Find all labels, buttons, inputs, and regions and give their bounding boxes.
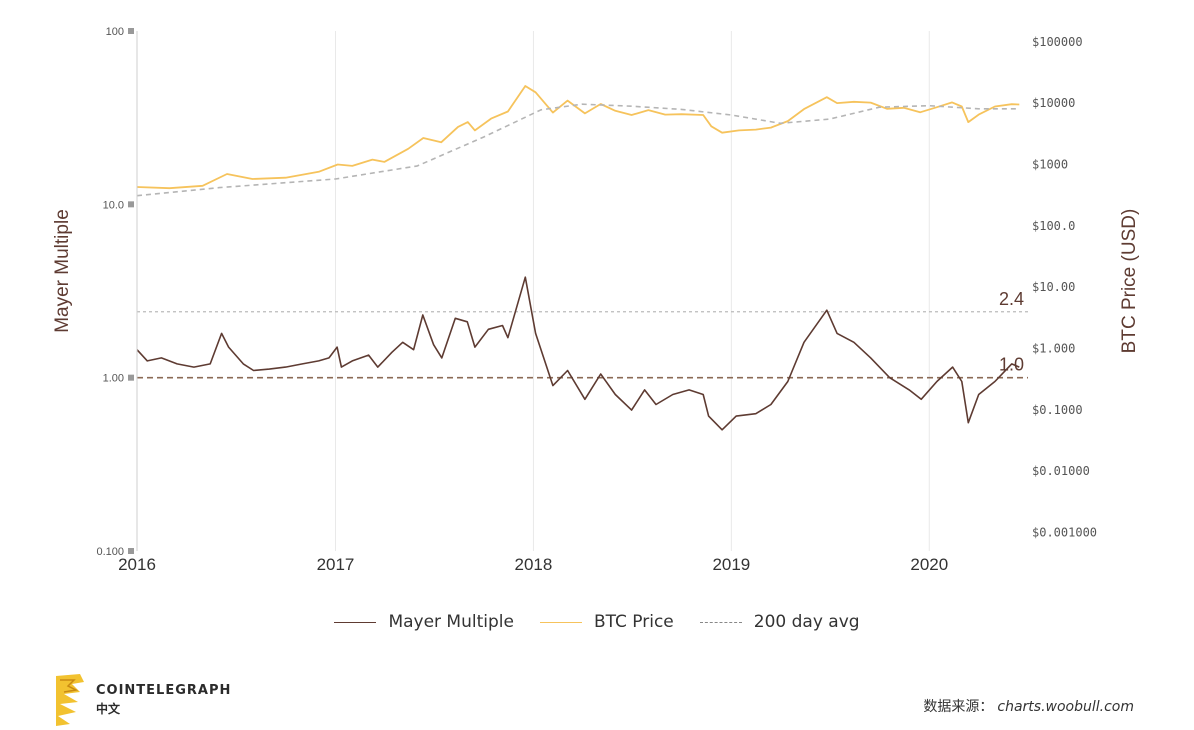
y-left-tick-label: 0.100 <box>96 546 124 558</box>
reference-lines: 2.41.0 <box>137 289 1028 379</box>
axes: 2016 2017 2018 2019 2020 0.100 1.00 10.0 100 $0.0… <box>52 26 1140 574</box>
brand-subtitle: 中文 <box>96 702 121 716</box>
source-url[interactable]: charts.woobull.com <box>997 699 1134 715</box>
brand-name: COINTELEGRAPH <box>96 683 232 698</box>
y-right-tick-label: $0.01000 <box>1032 464 1090 478</box>
x-tick-label: 2019 <box>712 555 750 574</box>
source-label: 数据来源： <box>923 699 994 715</box>
reference-label-2.4: 2.4 <box>999 289 1024 309</box>
legend-label-avg: 200 day avg <box>753 612 860 632</box>
brand-logo: COINTELEGRAPH 中文 <box>50 672 231 728</box>
y-left-tick-label: 100 <box>106 26 124 38</box>
legend-item-avg[interactable]: 200 day avg <box>699 612 860 632</box>
legend-item-mayer[interactable]: Mayer Multiple <box>334 612 514 632</box>
series-layer <box>136 85 1020 431</box>
y-right-tick-label: $10.00 <box>1032 280 1075 294</box>
y-right-tick-label: $100.0 <box>1032 219 1075 233</box>
y-left-tick-label: 10.0 <box>103 199 124 211</box>
data-source: 数据来源： charts.woobull.com <box>923 696 1134 716</box>
legend-label-mayer: Mayer Multiple <box>388 612 514 632</box>
x-tick-label: 2016 <box>118 555 156 574</box>
y-left-tick-mark <box>128 548 134 554</box>
y-right-title: BTC Price (USD) <box>1119 209 1140 354</box>
y-left-title: Mayer Multiple <box>52 209 73 333</box>
x-tick-label: 2018 <box>515 555 553 574</box>
x-tick-label: 2017 <box>317 555 355 574</box>
legend: Mayer Multiple BTC Price 200 day avg <box>0 612 1194 632</box>
legend-swatch-mayer <box>334 621 377 623</box>
gridlines <box>136 31 930 551</box>
y-right-tick-label: $10000 <box>1032 96 1075 110</box>
series-mayer-multiple <box>136 276 1020 431</box>
series-200-day-avg <box>136 103 1020 197</box>
series-btc-price <box>136 85 1020 190</box>
y-right-tick-label: $1000 <box>1032 157 1068 171</box>
y-left-tick-mark <box>128 201 134 208</box>
legend-item-price[interactable]: BTC Price <box>539 612 674 632</box>
legend-label-price: BTC Price <box>593 612 674 632</box>
y-right-tick-label: $0.1000 <box>1032 403 1083 417</box>
y-right-tick-label: $0.001000 <box>1032 526 1097 540</box>
chart-canvas: 2.41.0 2016 2017 2018 2019 2020 0.100 1.00 10.0… <box>52 26 1140 574</box>
legend-swatch-avg <box>699 621 742 623</box>
y-left-tick-label: 1.00 <box>103 373 124 385</box>
y-left-tick-mark <box>128 28 134 34</box>
y-right-tick-label: $1.000 <box>1032 342 1075 356</box>
y-right-tick-label: $100000 <box>1032 35 1083 49</box>
x-tick-label: 2020 <box>910 555 948 574</box>
legend-swatch-price <box>539 621 582 623</box>
cointelegraph-dragon-icon <box>56 674 84 726</box>
y-left-tick-mark <box>128 374 134 381</box>
